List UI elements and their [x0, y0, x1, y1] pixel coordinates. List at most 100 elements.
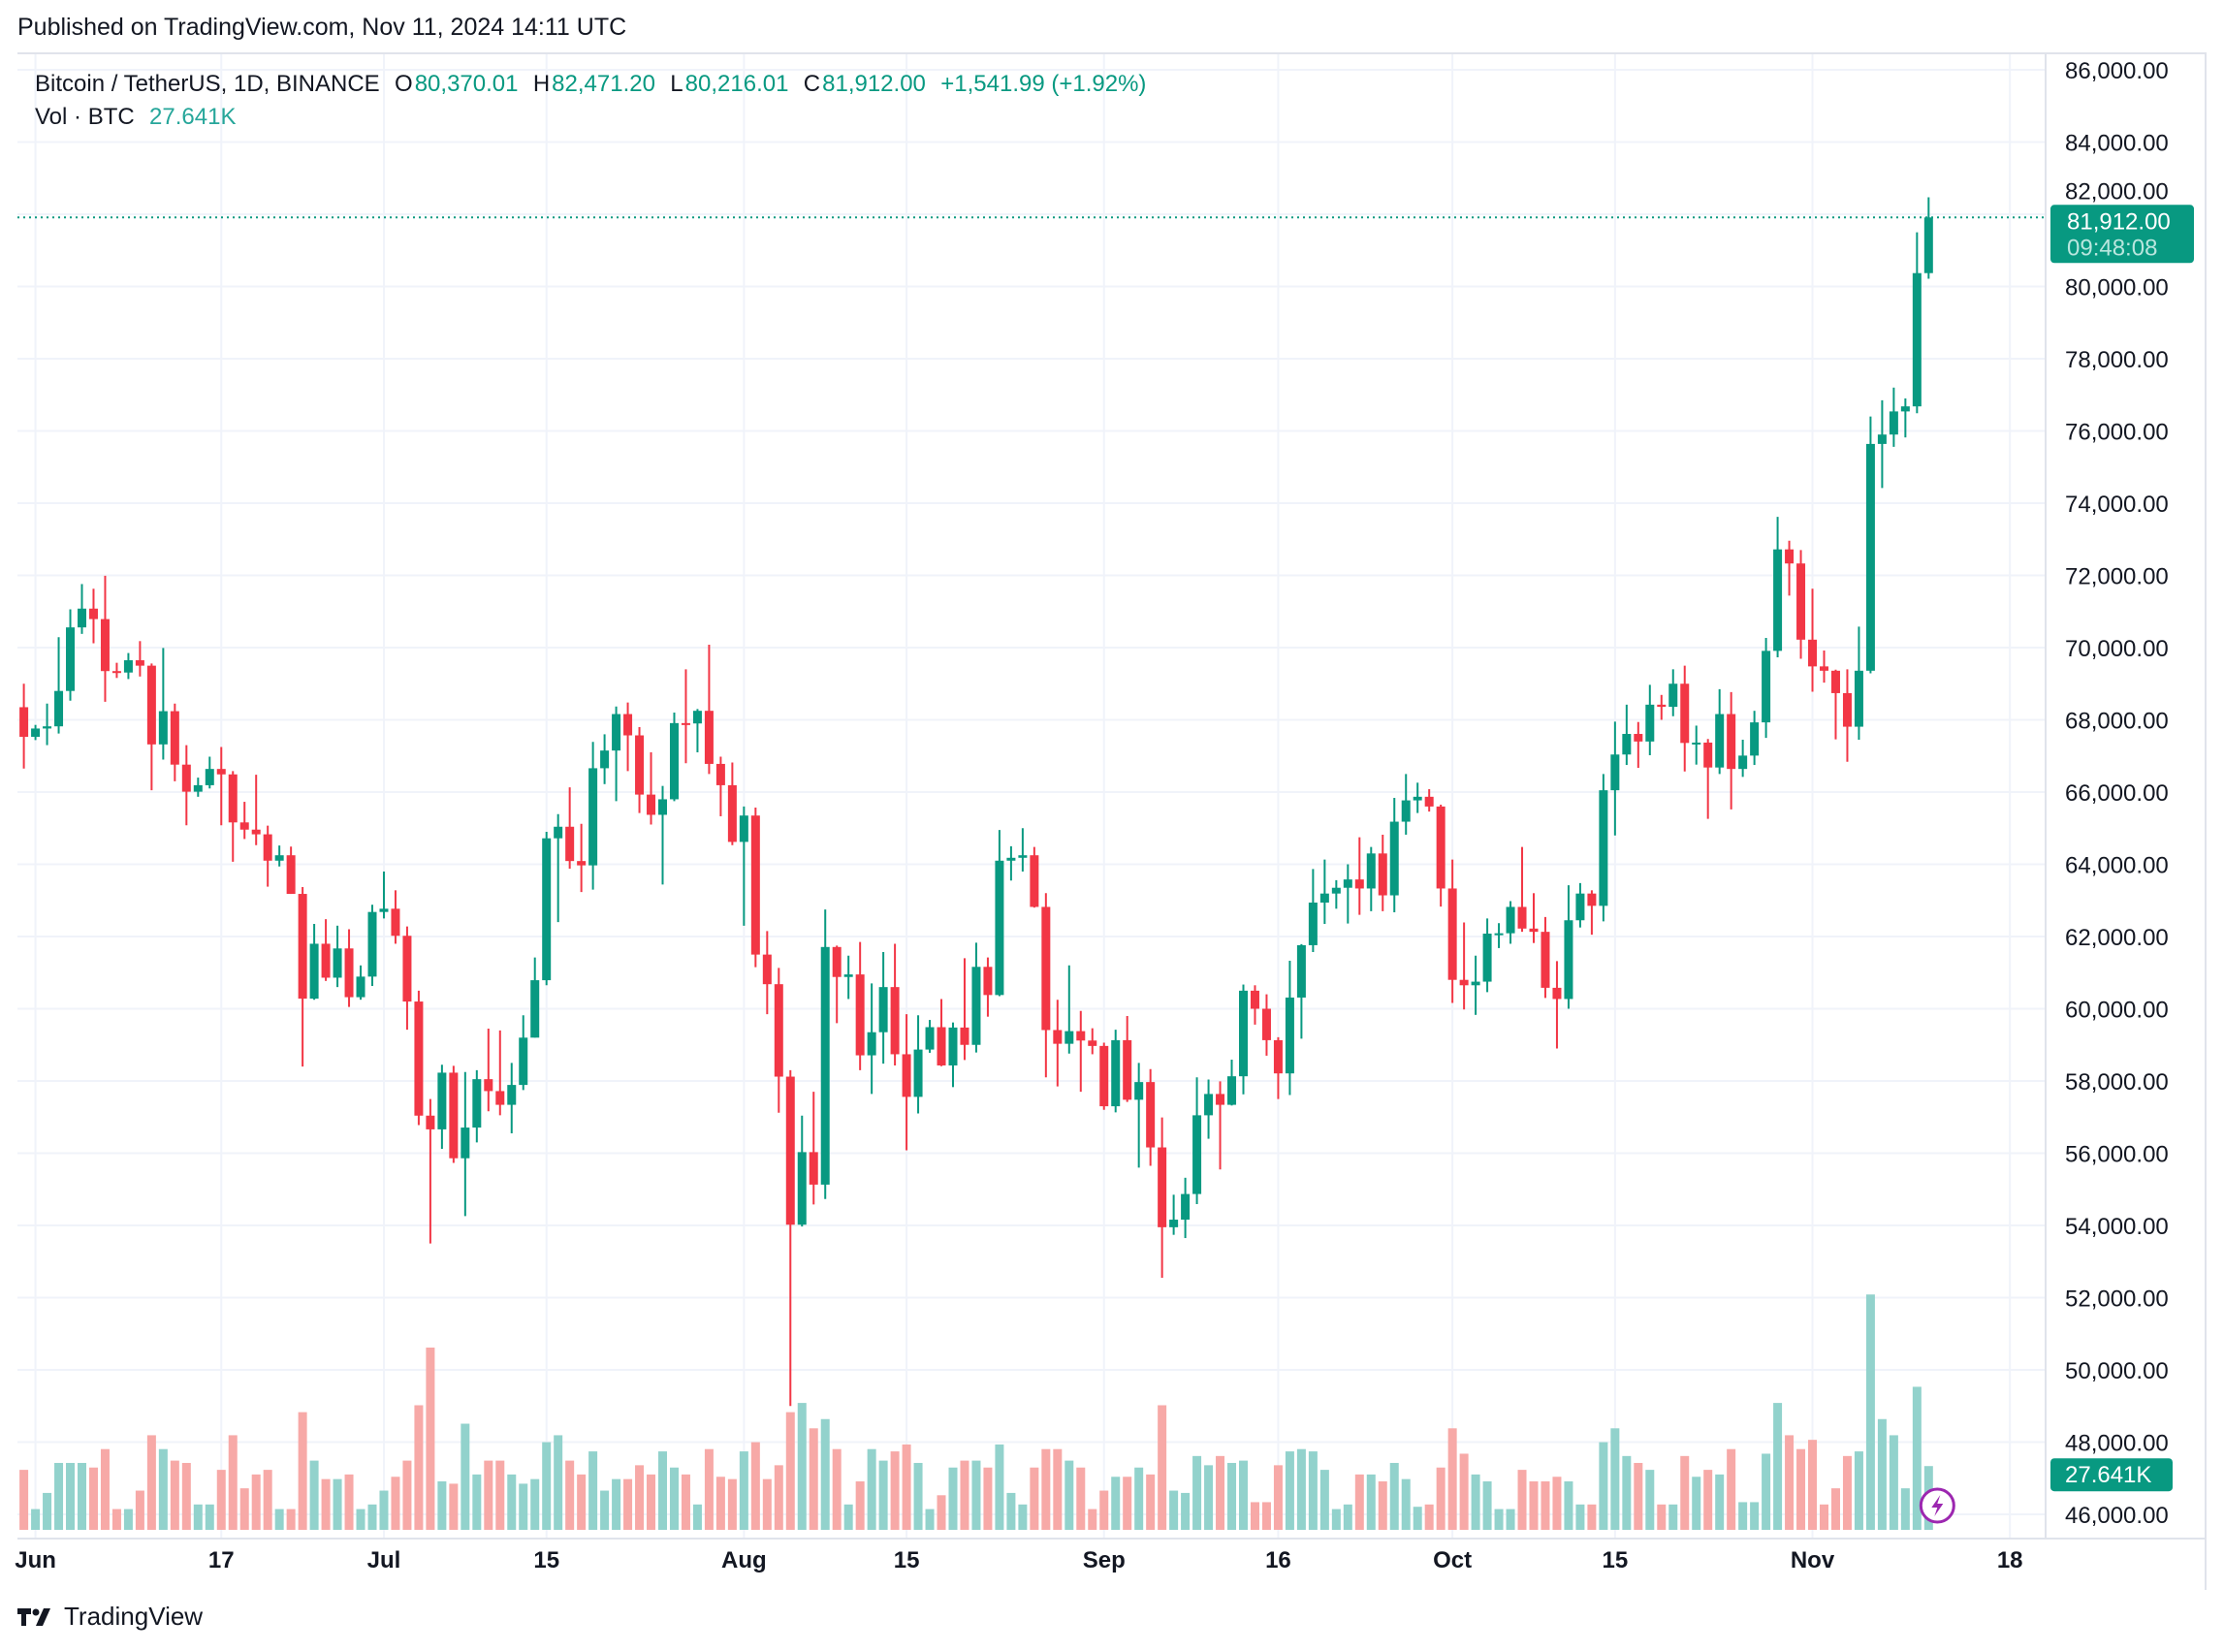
volume-bar	[1727, 1448, 1736, 1530]
candle-body	[1343, 879, 1352, 888]
close-value: 81,912.00	[822, 71, 926, 97]
volume-bar	[681, 1474, 690, 1530]
volume-bar	[321, 1478, 331, 1530]
open-label: O	[395, 71, 413, 97]
volume-bar	[1041, 1448, 1051, 1530]
candle-body	[78, 608, 86, 628]
date-tick-label: 15	[1603, 1547, 1629, 1573]
volume-bar	[588, 1451, 598, 1530]
volume-bar	[1564, 1481, 1573, 1530]
volume-bar	[1877, 1418, 1887, 1530]
candle-body	[216, 769, 226, 775]
volume-bar	[727, 1478, 737, 1530]
candle-body	[193, 784, 203, 792]
candle-body	[1482, 934, 1492, 982]
price-tick-label: 84,000.00	[2065, 131, 2169, 157]
volume-bar	[937, 1495, 946, 1530]
candle-body	[1459, 979, 1469, 986]
volume-bar	[1424, 1504, 1434, 1530]
volume-bar	[31, 1509, 41, 1530]
candle-body	[1354, 879, 1364, 889]
candle-body	[66, 627, 76, 691]
candle-body	[1494, 933, 1504, 936]
candle-body	[1389, 821, 1399, 896]
price-tick-label: 68,000.00	[2065, 709, 2169, 735]
candle-body	[181, 764, 191, 792]
candle-body	[960, 1027, 969, 1045]
volume-bar	[577, 1474, 587, 1530]
candle-body	[658, 799, 667, 815]
volume-tag	[2050, 1458, 2173, 1492]
volume-bar	[1064, 1460, 1074, 1530]
volume-bar	[402, 1460, 412, 1530]
price-tick-label: 46,000.00	[2065, 1503, 2169, 1529]
candle-body	[600, 750, 610, 769]
price-tick-label: 54,000.00	[2065, 1214, 2169, 1240]
candle-body	[762, 954, 772, 985]
volume-bar	[960, 1460, 969, 1530]
volume-bar	[1018, 1504, 1028, 1530]
candle-body	[495, 1091, 505, 1105]
candle-body	[937, 1027, 946, 1065]
candle-body	[1181, 1193, 1191, 1221]
volume-bar	[948, 1467, 958, 1530]
date-tick-label: 18	[1997, 1547, 2023, 1573]
tradingview-logo[interactable]: TradingView	[17, 1602, 203, 1632]
volume-bar	[298, 1412, 307, 1530]
candle-body	[1273, 1039, 1283, 1074]
volume-bar	[1587, 1504, 1597, 1530]
candle-body	[635, 735, 645, 795]
volume-bar	[715, 1477, 725, 1530]
price-tick-label: 70,000.00	[2065, 636, 2169, 662]
price-tick-label: 66,000.00	[2065, 780, 2169, 807]
price-tick-label: 56,000.00	[2065, 1142, 2169, 1168]
candle-body	[205, 769, 214, 785]
candle-body	[1169, 1220, 1179, 1227]
volume-bar	[1261, 1502, 1271, 1530]
volume-bar	[1123, 1477, 1132, 1530]
candle-body	[1820, 666, 1828, 671]
volume-bar	[704, 1448, 714, 1530]
volume-bar	[565, 1460, 575, 1530]
candle-body	[1401, 800, 1411, 822]
last-price-value: 81,912.00	[2067, 208, 2171, 235]
date-tick-label: Sep	[1083, 1547, 1126, 1573]
candle-body	[832, 946, 842, 977]
candle-body	[1447, 888, 1457, 980]
candle-body	[1622, 734, 1632, 755]
volume-bar	[484, 1460, 493, 1530]
candle-body	[1134, 1082, 1144, 1100]
price-tick-label: 86,000.00	[2065, 58, 2169, 84]
change-value: +1,541.99 (+1.92%)	[940, 71, 1147, 97]
volume-bar	[913, 1462, 923, 1530]
price-tick-label: 72,000.00	[2065, 564, 2169, 590]
volume-bar	[1366, 1474, 1376, 1530]
candle-body	[1099, 1045, 1109, 1107]
price-axis: 86,000.00 84,000.00 82,000.00 80,000.00 78,0…	[1919, 58, 2194, 1529]
candle-body	[1366, 853, 1376, 889]
volume-bar	[100, 1448, 110, 1530]
symbol-title[interactable]: Bitcoin / TetherUS, 1D, BINANCE	[35, 71, 380, 97]
candle-body	[739, 815, 748, 842]
volume-bar	[1634, 1462, 1643, 1530]
candle-body	[1762, 651, 1771, 723]
candle-body	[890, 987, 900, 1055]
candle-body	[820, 946, 830, 1185]
volume-label[interactable]: Vol · BTC	[35, 104, 135, 130]
volume-bar	[367, 1504, 377, 1530]
candle-body	[727, 784, 737, 842]
candle-body	[983, 967, 993, 996]
volume-bar	[1354, 1474, 1364, 1530]
candle-body	[1006, 857, 1016, 861]
candle-body	[54, 690, 64, 727]
candle-body	[1657, 704, 1667, 708]
price-tick-label: 48,000.00	[2065, 1431, 2169, 1457]
volume-bar	[1192, 1455, 1202, 1530]
low-label: L	[670, 71, 683, 97]
volume-bar	[286, 1509, 296, 1530]
candle-body	[867, 1032, 876, 1056]
volume-bar	[1250, 1502, 1259, 1530]
candle-body	[356, 976, 365, 998]
candle-body	[704, 711, 714, 764]
